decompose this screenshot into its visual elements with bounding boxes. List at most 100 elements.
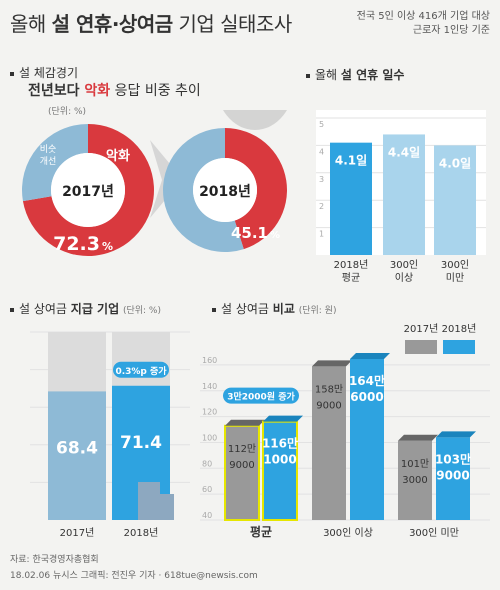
donut-2018-value: 45.1 bbox=[231, 224, 268, 242]
section1-subtitle: 전년보다 악화 응답 비중 추이 bbox=[28, 83, 201, 99]
survey-scope: 전국 5인 이상 416개 기업 대상 근로자 1인당 기준 bbox=[356, 11, 490, 36]
legend-swatch bbox=[405, 340, 437, 354]
credit-note: 18.02.06 뉴시스 그래픽: 전진우 기자 · 618tue@newsis… bbox=[10, 571, 258, 581]
y-tick-label: 160 bbox=[202, 356, 217, 365]
bar-1-1 bbox=[350, 358, 384, 520]
bullet-icon bbox=[212, 307, 216, 312]
bar-value-label: 9000 bbox=[436, 468, 469, 482]
bar-value-label: 164만 bbox=[349, 373, 385, 388]
bar-value-label: 6000 bbox=[350, 390, 383, 404]
donut-2018-year: 2018년 bbox=[199, 184, 251, 200]
building-icon bbox=[138, 482, 174, 520]
donut-2017-hole bbox=[51, 153, 125, 227]
legend-label: 2018년 bbox=[442, 323, 477, 335]
y-tick-label: 1 bbox=[319, 230, 324, 239]
y-tick-label: 3 bbox=[319, 175, 324, 184]
donut-2017 bbox=[22, 124, 155, 256]
bar-value-label: 101만 bbox=[401, 458, 429, 470]
bar-top bbox=[263, 415, 303, 422]
x-category-label: 300인 미만 bbox=[409, 527, 459, 539]
bar-top bbox=[350, 352, 390, 359]
bar-value-label: 71.4 bbox=[120, 433, 162, 453]
bar-0 bbox=[330, 142, 372, 255]
x-category-label: 300인 bbox=[390, 259, 418, 271]
x-category-label: 2018년 bbox=[124, 527, 159, 539]
y-tick-label: 4 bbox=[319, 147, 324, 156]
donut-2017-pct: % bbox=[102, 240, 113, 253]
bar-0-1 bbox=[312, 366, 346, 520]
x-category-label: 300인 bbox=[441, 259, 469, 271]
bar-2 bbox=[434, 145, 476, 255]
legend-label: 2017년 bbox=[404, 323, 439, 335]
y-tick-label: 80 bbox=[202, 459, 212, 468]
x-category-label: 미만 bbox=[446, 272, 464, 284]
y-tick-label: 60 bbox=[202, 485, 212, 494]
bar-0-0 bbox=[224, 424, 260, 521]
section1-title: 설 체감경기 bbox=[10, 64, 78, 81]
bar-value-label: 1000 bbox=[263, 453, 296, 467]
donut-2018-other-slice bbox=[162, 128, 244, 252]
page-title: 올해 설 연휴·상여금 기업 실태조사 bbox=[10, 12, 292, 36]
bar-value-label: 158만 bbox=[315, 383, 343, 395]
source-note: 자료: 한국경영자총협회 bbox=[10, 555, 99, 565]
bar-value-label: 9000 bbox=[229, 460, 254, 471]
donut-2017-better-label: 개선 bbox=[40, 156, 57, 167]
bar-value-label: 68.4 bbox=[56, 438, 98, 458]
increase-badge bbox=[223, 387, 299, 404]
x-category-label: 이상 bbox=[395, 272, 413, 284]
money-bag-icon bbox=[223, 110, 287, 130]
section3-title: 설 상여금 지급 기업 (단위: %) bbox=[10, 300, 161, 317]
bar-value-label: 4.0일 bbox=[439, 156, 471, 170]
x-category-label: 2017년 bbox=[60, 527, 95, 539]
bar-0-2 bbox=[398, 440, 432, 520]
bar-value-label: 112만 bbox=[228, 443, 256, 455]
donut-2017-same-label: 비슷 bbox=[40, 144, 57, 155]
bar-value-label: 4.1일 bbox=[335, 154, 367, 168]
y-tick-label: 2 bbox=[319, 202, 324, 211]
donut-charts: 2017년 악화 비슷 개선 72.3 % 2018년 45.1 % bbox=[22, 110, 287, 256]
legend-swatch bbox=[443, 340, 475, 354]
bonus-amount-chart: 160 140 120 100 80 60 40 112만 9000 158만 9000 101만 30… bbox=[200, 323, 490, 539]
x-category-label: 300인 이상 bbox=[323, 527, 373, 539]
bar-0 bbox=[48, 391, 106, 520]
bar-value-label: 4.4일 bbox=[388, 145, 420, 159]
donut-2017-other-slice bbox=[22, 124, 88, 202]
donut-2017-worse-label: 악화 bbox=[106, 148, 130, 164]
donut-2018 bbox=[162, 128, 287, 252]
bar-top bbox=[225, 419, 265, 426]
bar-1-2 bbox=[436, 437, 470, 520]
section4-title: 설 상여금 비교 (단위: 원) bbox=[212, 300, 336, 317]
y-tick-label: 120 bbox=[202, 408, 217, 417]
donut-2018-hole bbox=[193, 158, 257, 222]
bar-top bbox=[312, 360, 352, 367]
x-category-label: 평균 bbox=[342, 272, 360, 284]
increase-label: 0.3%p 증가 bbox=[115, 365, 167, 377]
bar-top bbox=[436, 431, 476, 438]
donut-2017-value: 72.3 bbox=[53, 233, 100, 255]
increase-label: 3만2000원 증가 bbox=[227, 391, 295, 403]
section1-unit: (단위: %) bbox=[48, 107, 87, 117]
donut-2018-worse-slice bbox=[225, 128, 287, 250]
bar-1-0 bbox=[262, 420, 298, 521]
donut-2017-worse-slice bbox=[22, 124, 155, 256]
y-tick-label: 100 bbox=[202, 433, 217, 442]
x-category-label: 2018년 bbox=[334, 259, 369, 271]
y-tick-label: 40 bbox=[202, 511, 212, 520]
bullet-icon bbox=[10, 71, 14, 76]
bar-value-label: 116만 bbox=[262, 436, 298, 451]
section2-title: 올해 설 연휴 일수 bbox=[306, 66, 404, 83]
y-tick-label: 140 bbox=[202, 382, 217, 391]
donut-2018-pct: % bbox=[270, 230, 280, 241]
bar-value-label: 9000 bbox=[316, 400, 341, 411]
x-category-label: 평균 bbox=[250, 525, 272, 539]
bar-value-label: 3000 bbox=[402, 475, 427, 486]
bar-top bbox=[398, 434, 438, 441]
bar-value-label: 103만 bbox=[435, 451, 471, 466]
bullet-icon bbox=[306, 73, 310, 78]
y-tick-label: 5 bbox=[319, 120, 324, 129]
increase-badge bbox=[113, 361, 169, 378]
bullet-icon bbox=[10, 307, 14, 312]
bar-1 bbox=[383, 134, 425, 255]
